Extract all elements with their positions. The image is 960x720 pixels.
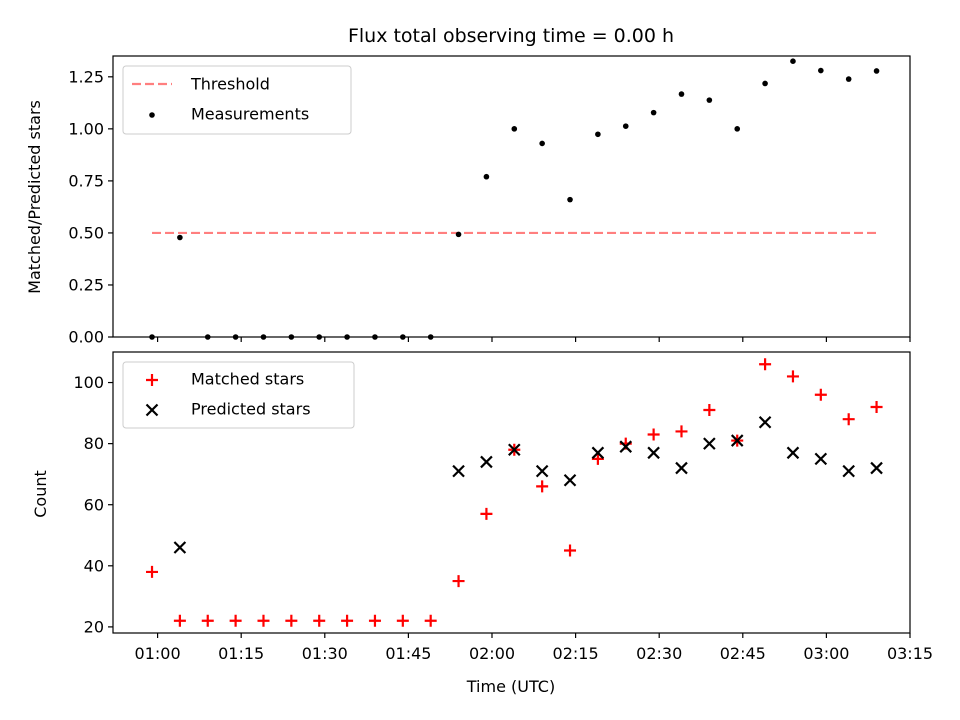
x-tick-label: 02:45 — [720, 644, 766, 663]
matched-star-point — [201, 614, 214, 627]
predicted-star-point — [480, 455, 493, 469]
top-y-tick-label: 1.25 — [68, 67, 104, 86]
x-tick-label: 01:15 — [218, 644, 264, 663]
matched-star-point — [424, 614, 437, 627]
measurement-point — [177, 234, 183, 241]
predicted-star-point — [452, 464, 465, 478]
matched-star-point — [313, 614, 326, 627]
legend-matched-swatch — [146, 374, 158, 386]
top-y-tick-label: 1.00 — [68, 119, 104, 138]
matched-star-point — [173, 614, 186, 627]
measurement-point — [511, 126, 518, 132]
predicted-star-point — [535, 464, 549, 478]
measurement-point — [762, 80, 768, 87]
legend-measurements-label: Measurements — [191, 105, 309, 124]
top-y-tick-label: 0.25 — [68, 276, 104, 295]
matched-star-point — [786, 370, 799, 383]
x-axis-label: Time (UTC) — [466, 677, 555, 696]
matched-star-point — [870, 400, 883, 413]
matched-star-point — [675, 425, 688, 438]
measurement-point — [818, 67, 824, 74]
predicted-star-point — [563, 474, 577, 487]
legend-predicted-swatch — [145, 403, 159, 417]
x-tick-label: 02:15 — [553, 644, 599, 663]
matched-star-point — [703, 404, 716, 417]
matched-star-point — [647, 428, 660, 441]
matched-star-point — [229, 614, 242, 627]
matched-star-point — [814, 388, 827, 401]
predicted-star-point — [814, 452, 828, 466]
predicted-star-point — [173, 541, 187, 554]
measurement-point — [455, 231, 462, 238]
measurement-point — [790, 58, 796, 65]
measurement-point — [706, 97, 713, 103]
predicted-star-point — [758, 415, 772, 429]
predicted-star-point — [842, 464, 855, 478]
top-y-tick-label: 0.50 — [68, 224, 104, 243]
matched-star-point — [257, 614, 270, 627]
matched-star-point — [591, 452, 604, 465]
top-legend: Threshold Measurements — [122, 65, 352, 135]
predicted-star-point — [647, 446, 660, 460]
measurement-point — [873, 68, 880, 74]
measurement-point — [567, 196, 573, 203]
top-y-tick-label: 0.00 — [68, 328, 104, 347]
top-legend-box — [122, 65, 352, 135]
legend-measurements-swatch — [149, 112, 155, 118]
predicted-star-point — [870, 461, 883, 475]
x-tick-label: 02:00 — [469, 644, 515, 663]
measurement-point — [734, 126, 741, 132]
matched-star-point — [146, 565, 159, 578]
legend-matched-label: Matched stars — [191, 370, 304, 389]
x-tick-label: 03:00 — [803, 644, 849, 663]
x-tick-label: 02:30 — [636, 644, 682, 663]
matched-star-point — [564, 544, 577, 557]
x-tick-label: 03:15 — [887, 644, 933, 663]
measurement-point — [595, 131, 601, 138]
x-tick-label: 01:00 — [135, 644, 181, 663]
bottom-y-tick-label: 100 — [73, 373, 104, 392]
matched-star-point — [842, 413, 855, 426]
matched-star-point — [480, 507, 493, 520]
matched-star-point — [759, 358, 772, 371]
measurement-point — [622, 123, 629, 129]
bottom-y-tick-label: 80 — [84, 434, 104, 453]
predicted-star-point — [508, 443, 521, 457]
matched-star-point — [536, 480, 549, 493]
legend-predicted-label: Predicted stars — [191, 400, 311, 419]
bottom-y-axis-label: Count — [31, 470, 50, 518]
top-y-axis-label: Matched/Predicted stars — [25, 100, 44, 294]
bottom-y-tick-label: 20 — [84, 617, 104, 636]
legend-threshold-label: Threshold — [190, 75, 270, 94]
matched-star-point — [452, 575, 465, 588]
measurement-point — [845, 76, 852, 82]
measurement-point — [650, 109, 657, 116]
predicted-star-point — [619, 440, 633, 453]
predicted-star-point — [675, 461, 688, 475]
predicted-star-point — [786, 446, 800, 460]
top-y-tick-label: 0.75 — [68, 171, 104, 190]
top-axes-frame — [112, 55, 911, 338]
predicted-star-point — [703, 437, 716, 450]
matched-star-point — [396, 614, 409, 627]
predicted-star-point — [591, 446, 605, 460]
bottom-y-tick-label: 40 — [84, 556, 104, 575]
chart-title: Flux total observing time = 0.00 h — [348, 25, 674, 47]
measurement-point — [483, 173, 490, 180]
x-tick-label: 01:30 — [302, 644, 348, 663]
top-panel: 0.00 0.25 0.50 0.75 1.00 1.25 Threshold Measure… — [68, 55, 911, 347]
measurement-point — [678, 91, 685, 97]
bottom-legend-box — [122, 361, 355, 429]
bottom-panel: 20 40 60 80 100 01:00 01:15 01:30 01:45 02:00 02:1… — [73, 351, 933, 663]
measurement-point — [539, 140, 545, 147]
x-tick-label: 01:45 — [385, 644, 431, 663]
matched-star-point — [285, 614, 298, 627]
matched-star-point — [368, 614, 381, 627]
bottom-y-tick-label: 60 — [84, 495, 104, 514]
bottom-legend: Matched stars Predicted stars — [122, 361, 355, 429]
predicted-star-point — [730, 434, 744, 447]
matched-star-point — [341, 614, 354, 627]
bottom-axes-frame — [112, 351, 911, 634]
